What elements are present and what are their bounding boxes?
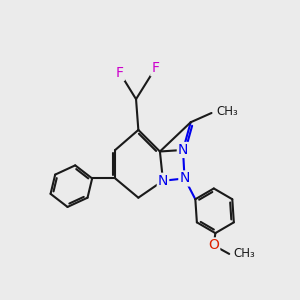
Text: N: N [179, 172, 190, 185]
Text: O: O [208, 238, 219, 252]
Text: CH₃: CH₃ [233, 248, 255, 260]
Text: N: N [158, 174, 168, 188]
Text: F: F [116, 66, 124, 80]
Text: N: N [178, 143, 188, 157]
Text: F: F [151, 61, 159, 75]
Text: CH₃: CH₃ [216, 105, 238, 118]
